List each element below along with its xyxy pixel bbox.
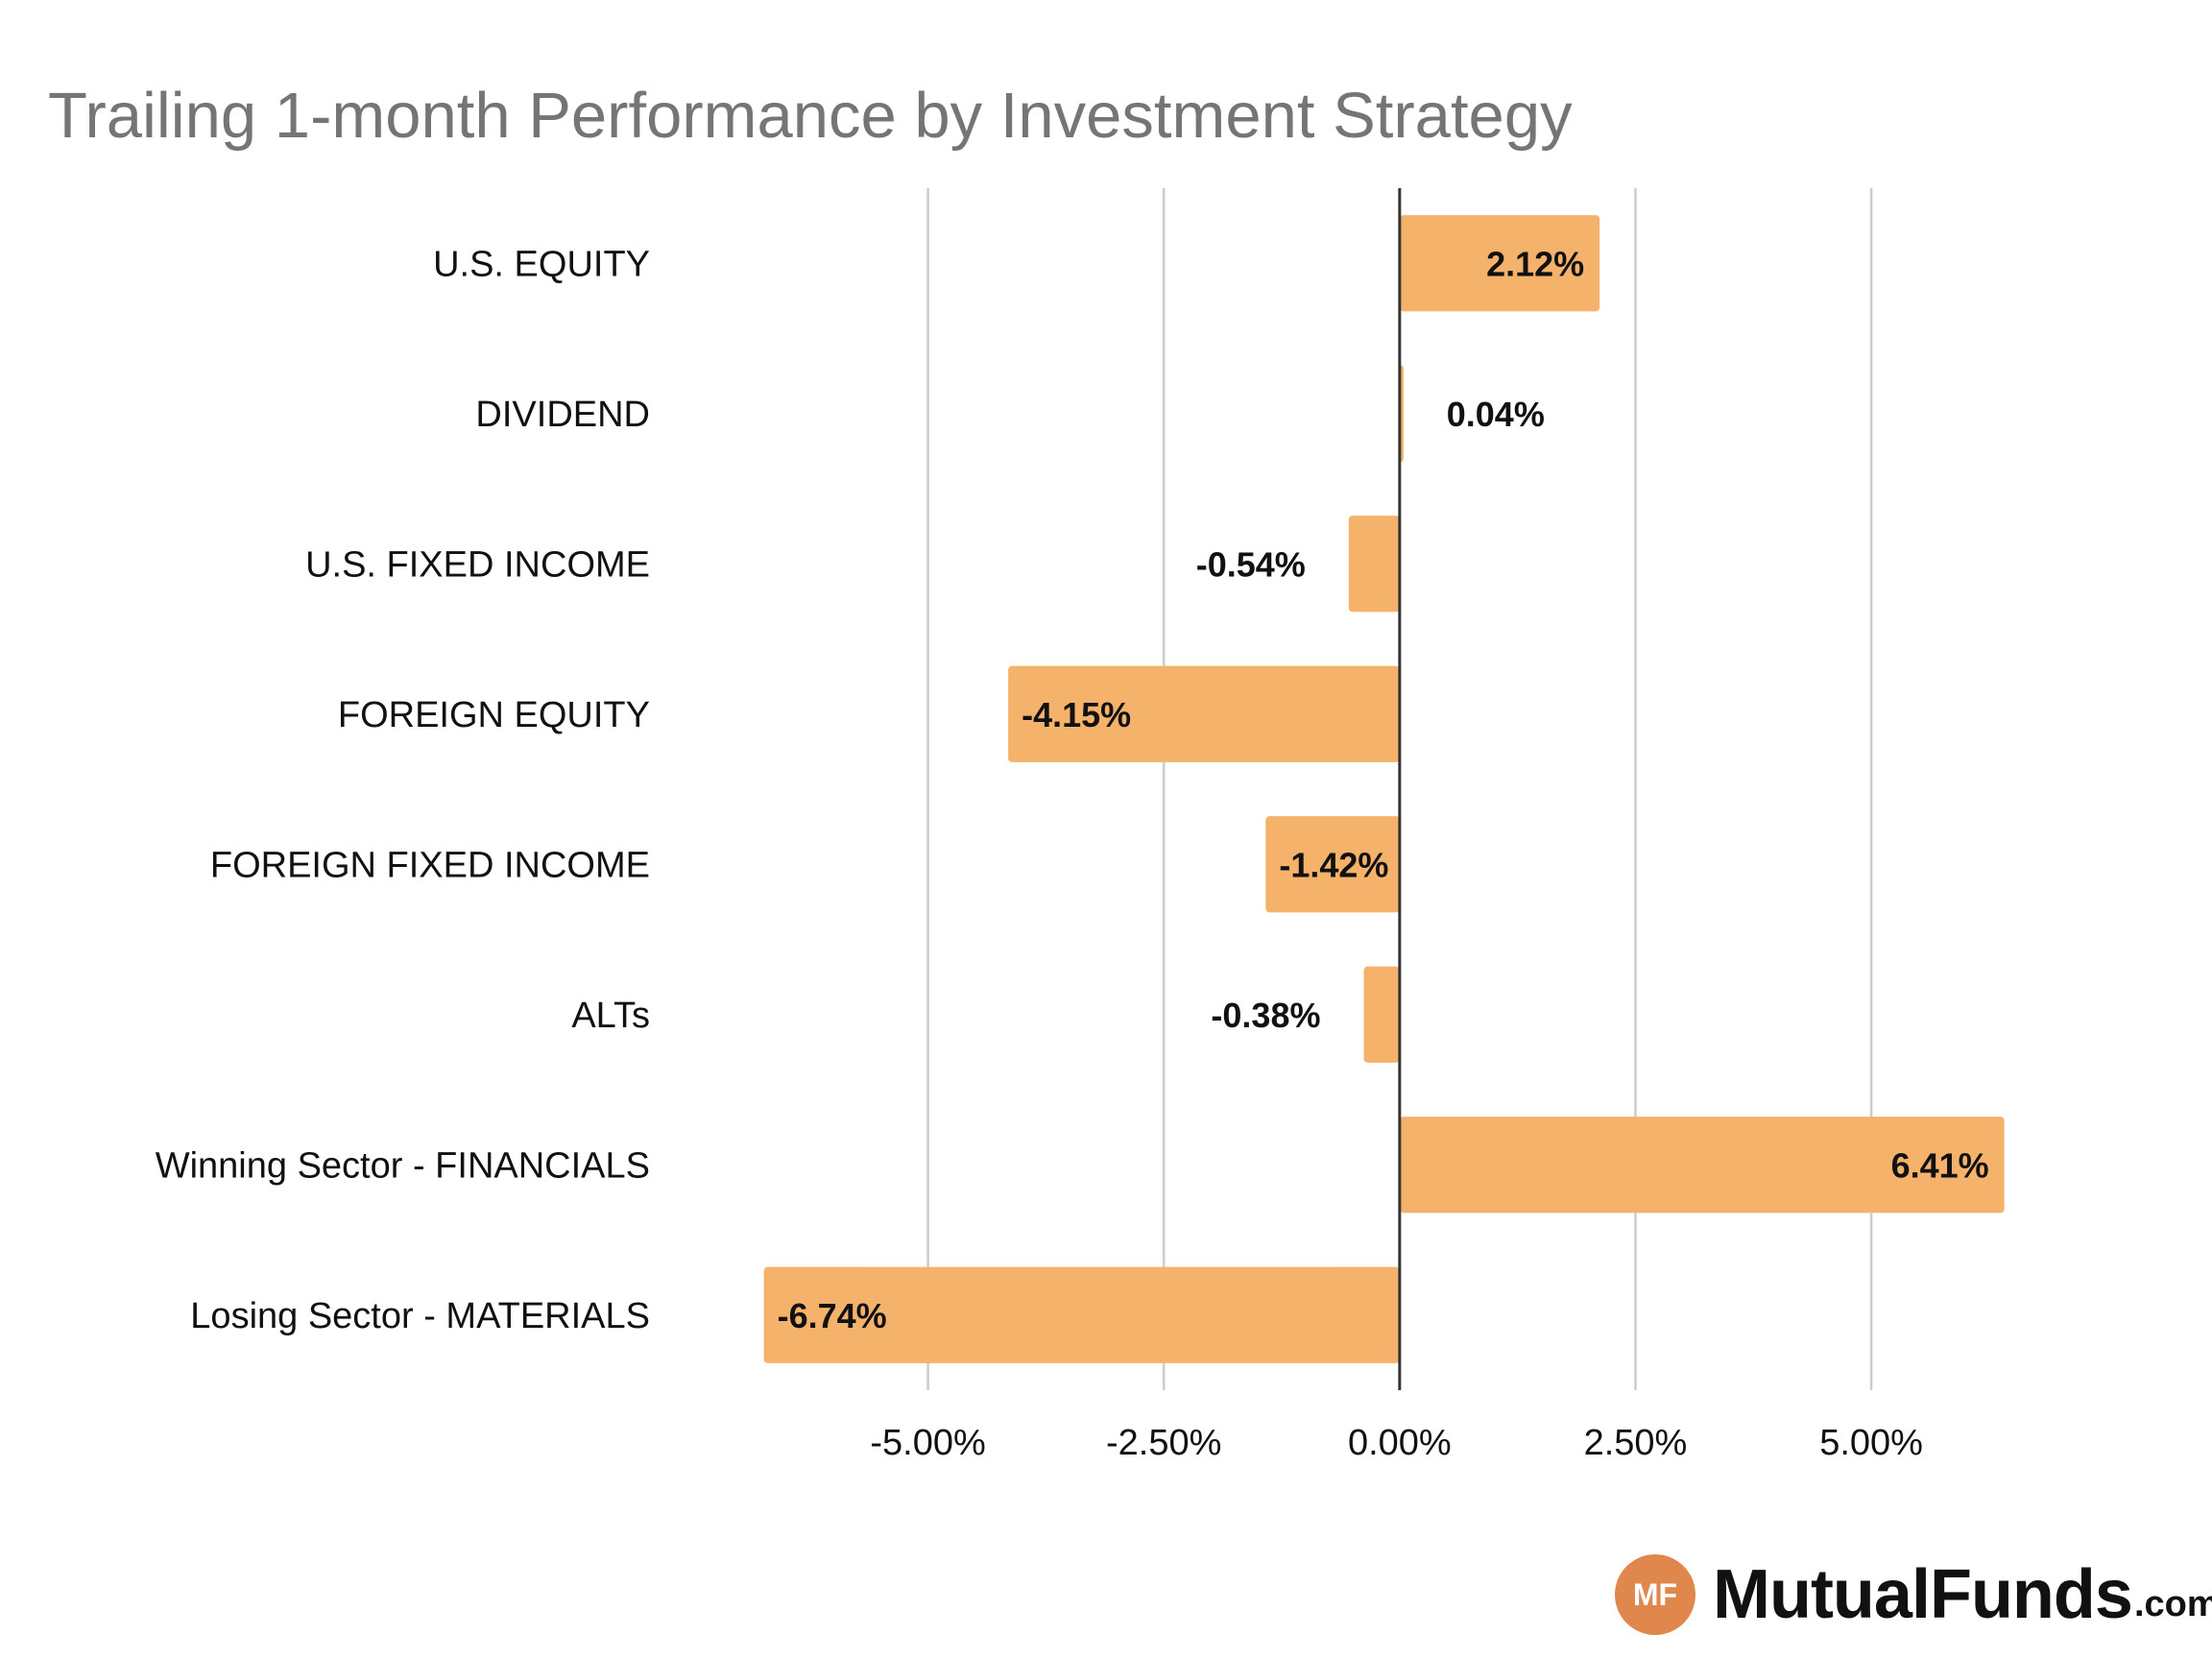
data-label: 2.12% (1486, 244, 1584, 283)
chart-title: Trailing 1-month Performance by Investme… (48, 80, 1573, 152)
category-label: FOREIGN FIXED INCOME (210, 845, 650, 885)
data-label: -1.42% (1279, 845, 1388, 884)
x-tick-label: 5.00% (1819, 1423, 1923, 1463)
bar (1399, 215, 1600, 312)
bar (763, 1266, 1400, 1363)
data-label: -0.38% (1211, 996, 1320, 1035)
x-tick-label: -5.00% (870, 1423, 985, 1463)
category-label: Winning Sector - FINANCIALS (156, 1145, 650, 1186)
category-label: FOREIGN EQUITY (338, 695, 650, 735)
data-label: 6.41% (1891, 1145, 1989, 1185)
data-label: -6.74% (778, 1296, 887, 1335)
category-label: Losing Sector - MATERIALS (190, 1296, 650, 1336)
data-label: -0.54% (1196, 544, 1306, 584)
bar (1363, 966, 1400, 1063)
bar (1348, 516, 1400, 613)
bar (1265, 816, 1400, 913)
x-tick-label: 0.00% (1348, 1423, 1452, 1463)
category-label: U.S. EQUITY (433, 244, 650, 284)
bar (1008, 665, 1400, 762)
x-tick-label: -2.50% (1106, 1423, 1221, 1463)
mutualfunds-logo: MF MutualFunds .com (1615, 1547, 2212, 1643)
category-label: DIVIDEND (475, 395, 650, 435)
logo-badge: MF (1615, 1554, 1695, 1635)
x-tick-label: 2.50% (1584, 1423, 1688, 1463)
logo-tld: .com (2133, 1584, 2212, 1624)
logo-name: MutualFunds (1713, 1556, 2133, 1633)
data-label: -4.15% (1022, 695, 1131, 734)
data-label: 0.04% (1447, 395, 1545, 434)
category-label: ALTs (571, 996, 650, 1036)
category-label: U.S. FIXED INCOME (305, 544, 650, 585)
bar (1399, 1117, 2005, 1214)
